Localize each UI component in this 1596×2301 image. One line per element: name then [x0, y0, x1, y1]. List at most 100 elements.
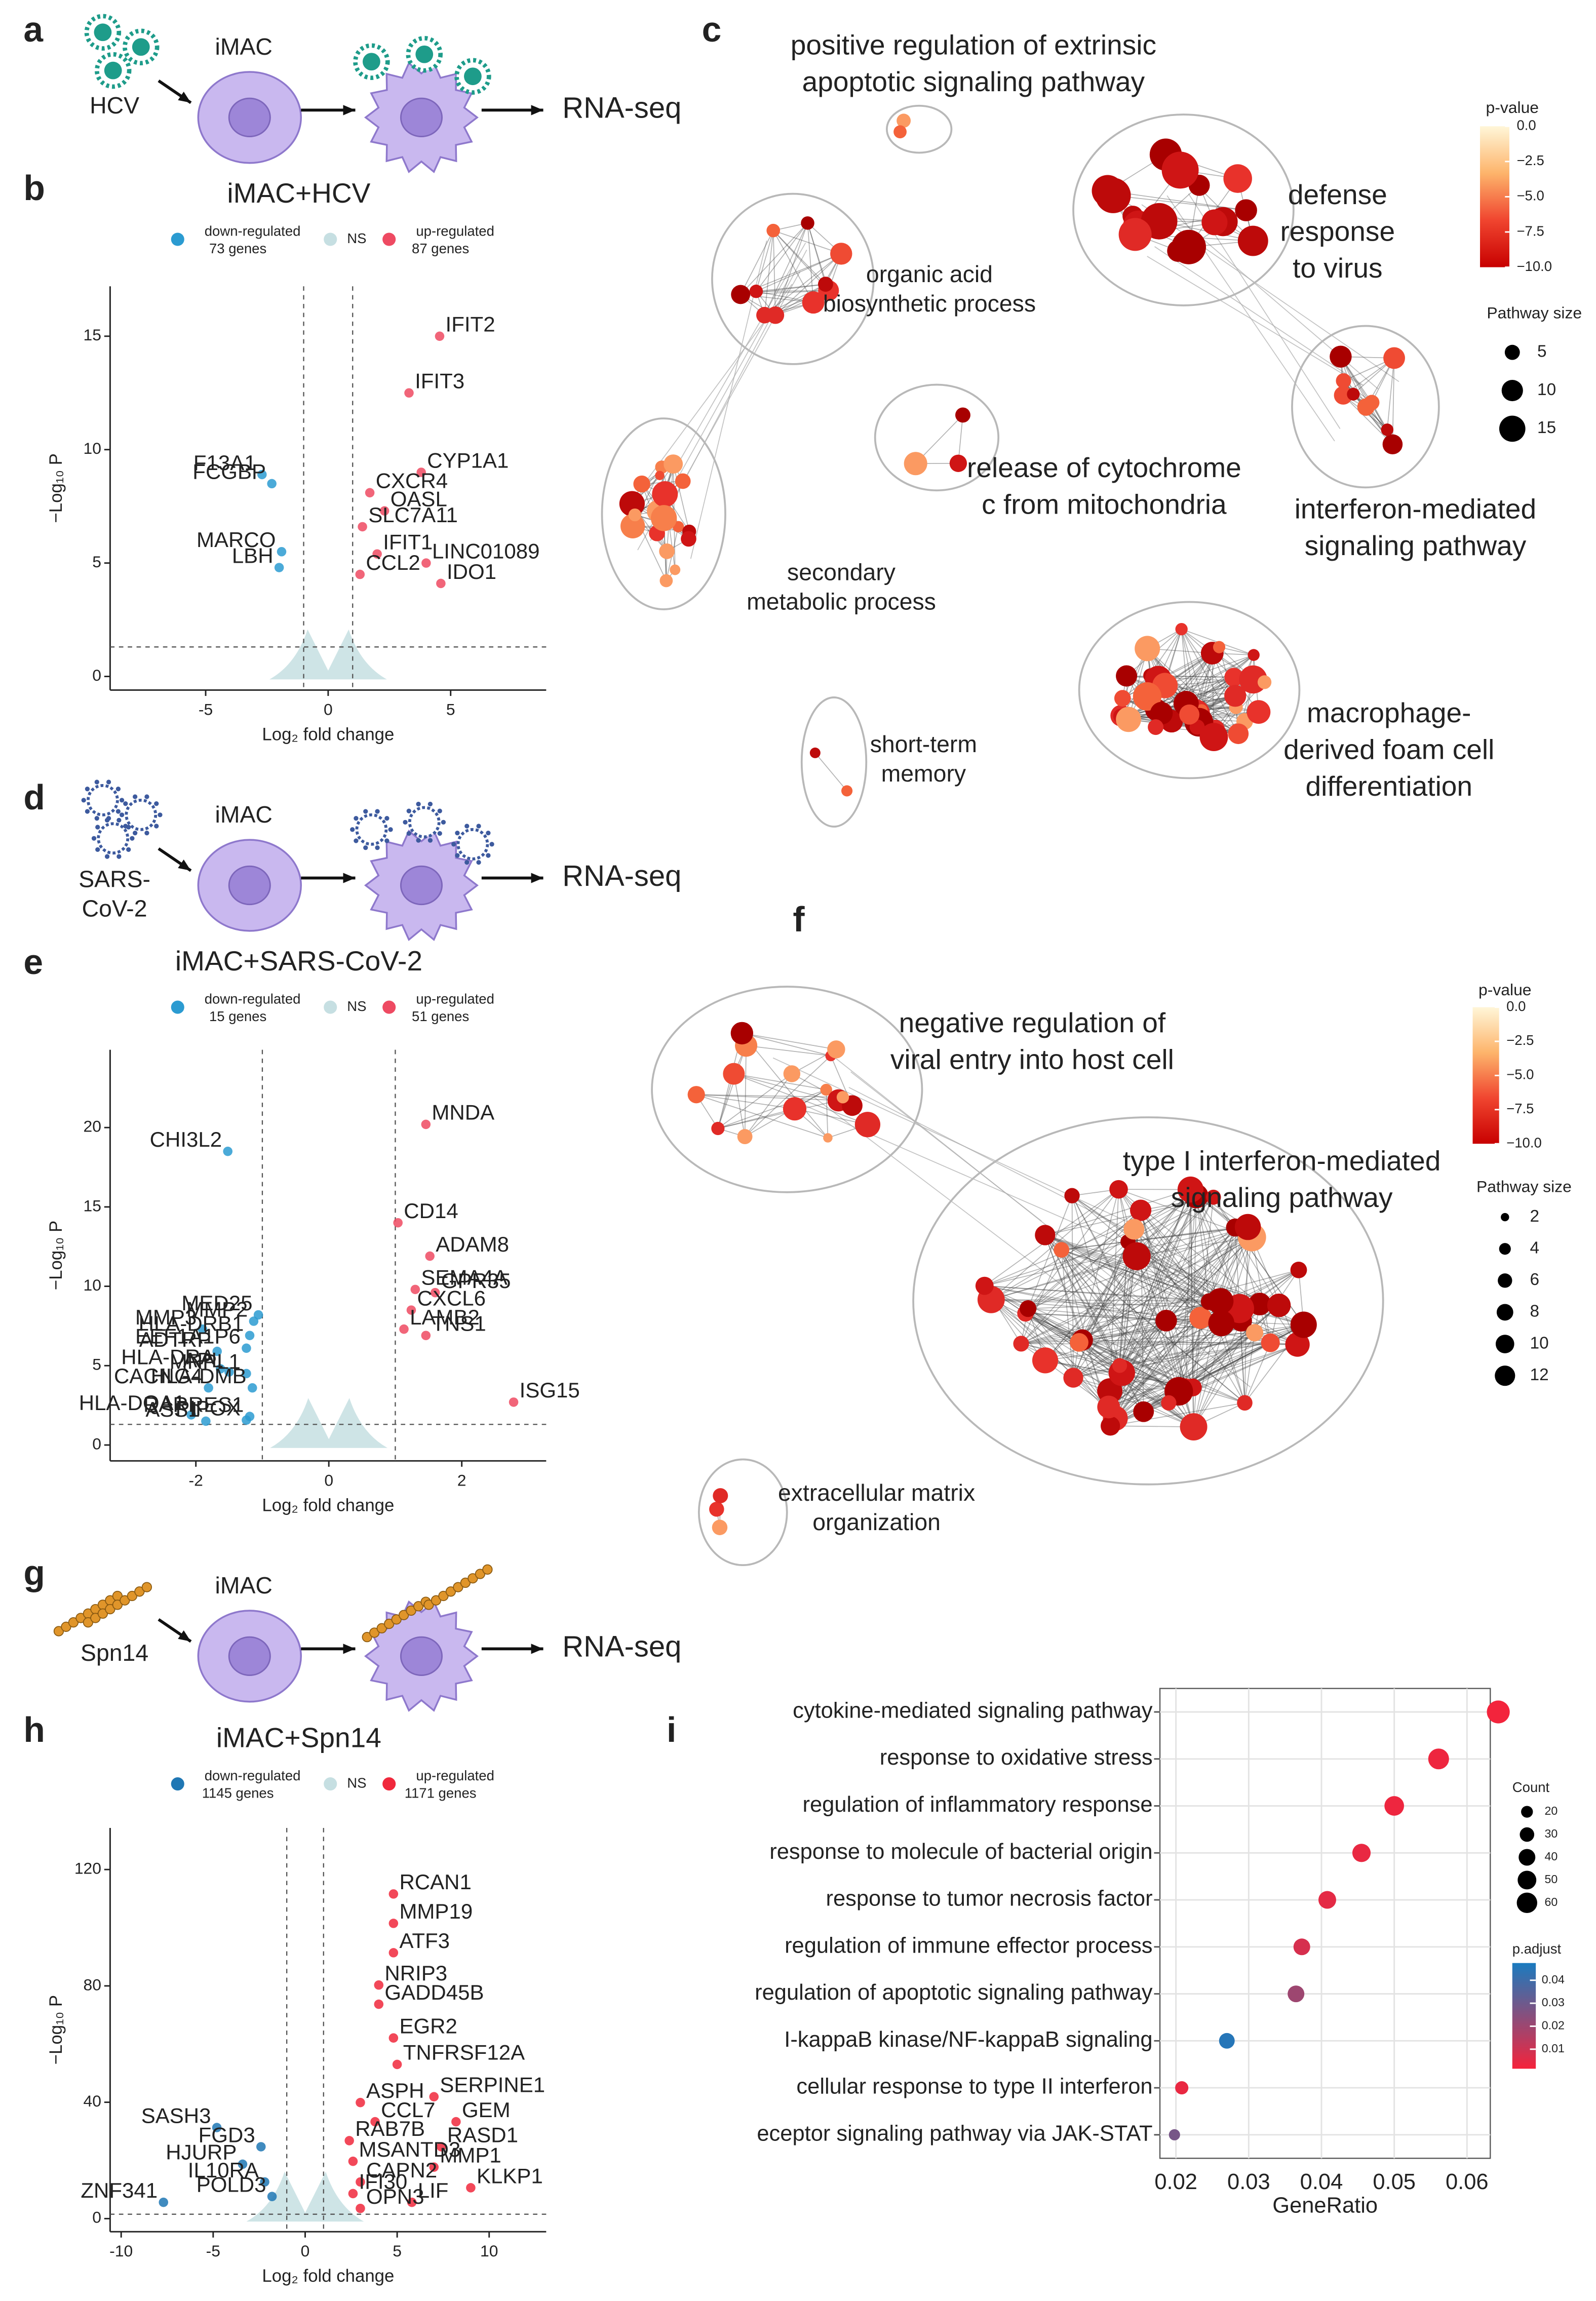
network-node [1199, 723, 1228, 752]
size-key [1504, 344, 1520, 360]
network-edge [673, 463, 690, 532]
colorbar-label: 0.0 [1516, 118, 1536, 133]
network-edge [1044, 1189, 1191, 1361]
network-edge [717, 1073, 792, 1129]
gene-point [260, 2177, 269, 2187]
legend-swatch [382, 232, 396, 246]
virus-spike [94, 779, 99, 785]
network-node [1054, 1242, 1070, 1258]
network-node [1381, 423, 1394, 436]
legend-label: NS [347, 230, 366, 246]
gene-label: MMP2 [186, 1297, 248, 1321]
cluster-outline [1291, 325, 1440, 489]
gene-point [406, 1305, 416, 1315]
network-node [712, 1519, 728, 1535]
arrow-head [343, 105, 356, 115]
colorbar-label: −10.0 [1516, 258, 1552, 274]
nucleus [400, 865, 443, 906]
network-node [820, 1083, 832, 1096]
network-edge [1193, 1320, 1242, 1427]
cluster-label: signaling pathway [1171, 1182, 1393, 1213]
network-edge [1190, 1189, 1240, 1309]
colorbar-label: 0.04 [1542, 1973, 1565, 1986]
network-edge [1061, 1250, 1122, 1373]
network-node [1148, 719, 1164, 735]
network-edge [1119, 1237, 1253, 1366]
y-tick-label: 80 [84, 1975, 101, 1994]
gene-point [198, 1324, 208, 1334]
network-edge [1110, 1237, 1253, 1426]
network-node [1224, 668, 1243, 687]
gene-point [451, 2117, 461, 2127]
x-tick-label: 0.04 [1300, 2170, 1343, 2194]
legend-label: 73 genes [209, 241, 266, 256]
gene-label: CXCR4 [376, 469, 448, 493]
legend-title: p.adjust [1512, 1941, 1562, 1957]
network-edge [1178, 1324, 1304, 1392]
network-node [1035, 1225, 1056, 1245]
gene-label: ASPH [366, 2079, 424, 2102]
size-label: 10 [1537, 380, 1556, 399]
gene-label: FGD3 [199, 2123, 255, 2147]
network-edge [1078, 1189, 1119, 1343]
network-node [801, 216, 814, 230]
category-label: response to tumor necrosis factor [826, 1887, 1152, 1911]
network-edge [1044, 1235, 1122, 1373]
gene-label: MARCO [197, 528, 276, 552]
network-edge [1251, 1237, 1298, 1345]
legend-swatch [171, 1777, 184, 1791]
virus-spike [144, 794, 149, 799]
x-tick-label: 0.03 [1227, 2170, 1270, 2194]
network-edge [1061, 1226, 1248, 1251]
network-node [893, 125, 907, 139]
network-edge [1045, 1234, 1279, 1306]
virus-spike [119, 812, 125, 817]
pathogen-label: HCV [90, 92, 139, 119]
network-node [1130, 1199, 1152, 1221]
panel-letter: i [667, 1710, 676, 1749]
virus-spike [94, 816, 99, 821]
x-tick-label: 2 [457, 1471, 466, 1489]
network-edge [1109, 1189, 1191, 1391]
legend-swatch [171, 1000, 184, 1014]
legend-swatch [171, 232, 184, 246]
nucleus [228, 97, 271, 138]
network-node [1020, 1300, 1037, 1317]
virus-spike [437, 808, 442, 813]
network-edge [1028, 1308, 1166, 1321]
network-node [1234, 1214, 1261, 1240]
virus-spike [119, 798, 125, 803]
gene-label: CCL7 [381, 2098, 435, 2122]
network-node [659, 543, 675, 559]
network-edge [1071, 1195, 1179, 1392]
gene-point [388, 1948, 399, 1958]
dot [1428, 1748, 1449, 1770]
network-edge [772, 230, 776, 316]
virus-spike [384, 838, 390, 843]
gene-label: APL [183, 1348, 223, 1372]
network-edge [1244, 1333, 1255, 1403]
network-edge [1028, 1308, 1186, 1387]
network-edge [1192, 1387, 1245, 1403]
colorbar-label: −2.5 [1516, 152, 1544, 168]
network-edge [1073, 1377, 1194, 1427]
network-edge [718, 1108, 795, 1129]
panel-letter: g [23, 1553, 45, 1592]
colorbar-label: −10.0 [1506, 1135, 1542, 1150]
chart-title: iMAC+HCV [227, 177, 370, 209]
network-edge [991, 1256, 1137, 1300]
network-edge [1193, 1317, 1201, 1427]
virus-spike [154, 801, 159, 806]
size-key [1516, 1892, 1537, 1914]
network-edge [764, 222, 808, 316]
network-edge [1061, 1250, 1245, 1403]
network-edge [1213, 1197, 1279, 1306]
x-tick-label: -5 [206, 2242, 220, 2260]
network-node [749, 284, 763, 298]
readout-label: RNA-seq [562, 860, 681, 892]
network-node [1109, 1180, 1128, 1199]
network-edge [1110, 1196, 1197, 1426]
dot [1318, 1891, 1336, 1909]
network-node [633, 475, 650, 493]
size-key [1521, 1806, 1533, 1818]
